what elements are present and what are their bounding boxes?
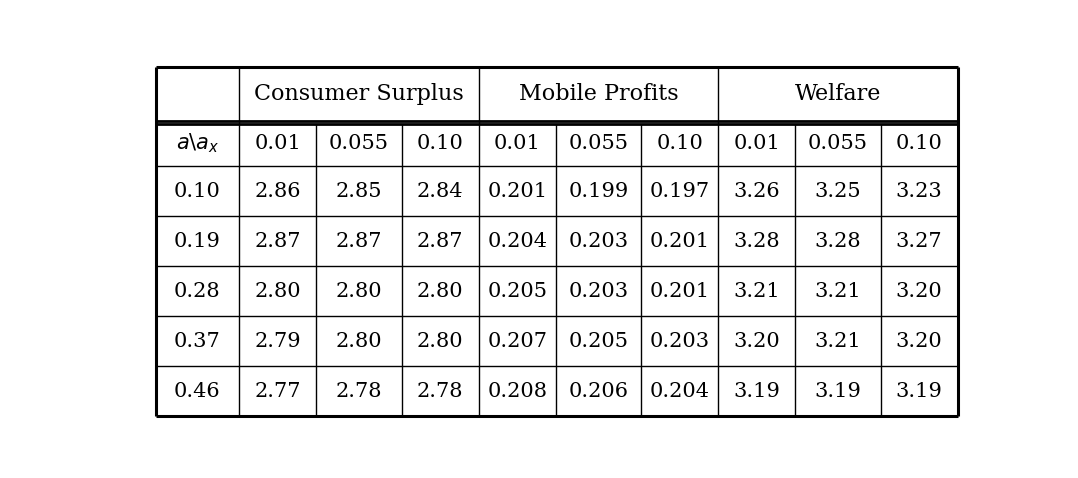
Text: 0.203: 0.203 (650, 332, 709, 351)
Text: 2.80: 2.80 (335, 282, 383, 301)
Text: 3.20: 3.20 (733, 332, 780, 351)
Text: 3.26: 3.26 (733, 182, 780, 201)
Text: 0.199: 0.199 (568, 182, 628, 201)
Text: 2.80: 2.80 (335, 332, 383, 351)
Text: 2.85: 2.85 (335, 182, 383, 201)
Text: 2.86: 2.86 (254, 182, 301, 201)
Text: 0.204: 0.204 (487, 232, 548, 251)
Text: 3.19: 3.19 (733, 382, 780, 401)
Text: 3.21: 3.21 (733, 282, 780, 301)
Text: $a{\backslash}a_x$: $a{\backslash}a_x$ (176, 131, 219, 155)
Text: 0.203: 0.203 (568, 282, 628, 301)
Text: 2.87: 2.87 (335, 232, 383, 251)
Text: 0.201: 0.201 (650, 282, 709, 301)
Text: 0.01: 0.01 (494, 134, 541, 153)
Text: 0.201: 0.201 (650, 232, 709, 251)
Text: 2.80: 2.80 (417, 282, 464, 301)
Text: 2.84: 2.84 (417, 182, 464, 201)
Text: 0.19: 0.19 (174, 232, 221, 251)
Text: 3.19: 3.19 (815, 382, 861, 401)
Text: 2.87: 2.87 (417, 232, 464, 251)
Text: 0.10: 0.10 (657, 134, 703, 153)
Text: 3.21: 3.21 (815, 282, 861, 301)
Text: 0.207: 0.207 (487, 332, 548, 351)
Text: 0.37: 0.37 (174, 332, 221, 351)
Text: 0.10: 0.10 (174, 182, 221, 201)
Text: 2.80: 2.80 (254, 282, 301, 301)
Text: 0.46: 0.46 (174, 382, 221, 401)
Text: 0.201: 0.201 (487, 182, 548, 201)
Text: 0.10: 0.10 (896, 134, 942, 153)
Text: 0.055: 0.055 (807, 134, 868, 153)
Text: 3.20: 3.20 (896, 282, 942, 301)
Text: 0.205: 0.205 (487, 282, 548, 301)
Text: 3.19: 3.19 (896, 382, 942, 401)
Text: 0.01: 0.01 (733, 134, 780, 153)
Text: 3.23: 3.23 (896, 182, 942, 201)
Text: 0.055: 0.055 (329, 134, 389, 153)
Text: 2.87: 2.87 (254, 232, 301, 251)
Text: 0.055: 0.055 (568, 134, 628, 153)
Text: 2.79: 2.79 (254, 332, 301, 351)
Text: 3.27: 3.27 (896, 232, 942, 251)
Text: Consumer Surplus: Consumer Surplus (254, 83, 464, 105)
Text: 3.25: 3.25 (815, 182, 861, 201)
Text: 0.197: 0.197 (650, 182, 709, 201)
Text: 2.77: 2.77 (254, 382, 301, 401)
Text: 0.10: 0.10 (417, 134, 464, 153)
Text: 3.28: 3.28 (733, 232, 780, 251)
Text: 3.21: 3.21 (815, 332, 861, 351)
Text: 0.205: 0.205 (568, 332, 628, 351)
Text: 2.78: 2.78 (335, 382, 383, 401)
Text: 3.28: 3.28 (815, 232, 861, 251)
Text: 0.203: 0.203 (568, 232, 628, 251)
Text: 0.28: 0.28 (174, 282, 221, 301)
Text: Mobile Profits: Mobile Profits (519, 83, 678, 105)
Text: 3.20: 3.20 (896, 332, 942, 351)
Text: 0.01: 0.01 (254, 134, 301, 153)
Text: 0.204: 0.204 (650, 382, 709, 401)
Text: 2.78: 2.78 (417, 382, 464, 401)
Text: 0.208: 0.208 (487, 382, 548, 401)
Text: 2.80: 2.80 (417, 332, 464, 351)
Text: 0.206: 0.206 (568, 382, 628, 401)
Text: Welfare: Welfare (794, 83, 881, 105)
